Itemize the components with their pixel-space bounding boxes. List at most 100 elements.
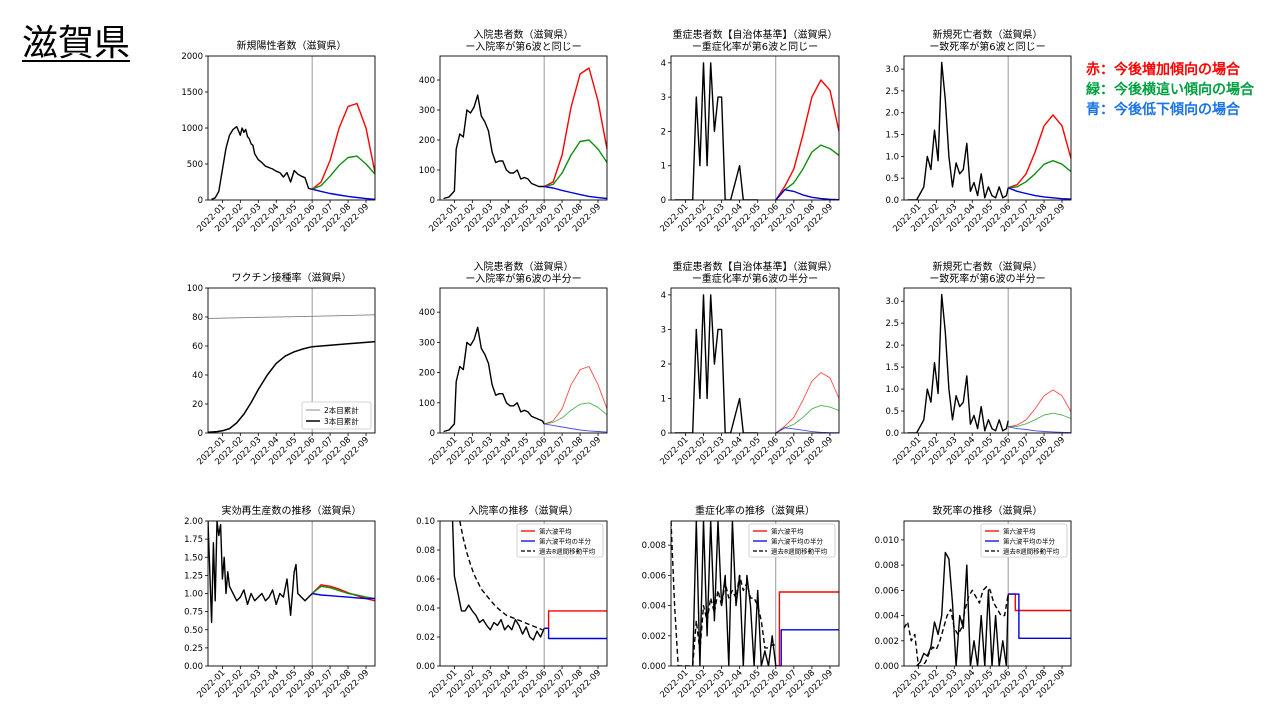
- y-tick-label: 2: [661, 360, 666, 370]
- chart-title: 致死率の推移（滋賀県）: [933, 504, 1043, 517]
- plot-legend-label: 第六波平均の半分: [1003, 537, 1056, 546]
- plot-legend-label: 過去8週間移動平均: [771, 547, 828, 556]
- y-tick-label: 200: [419, 369, 435, 379]
- series-green-line: [775, 404, 839, 433]
- series-blue-line: [312, 592, 375, 600]
- chart-title: 入院患者数（滋賀県）: [474, 28, 574, 41]
- y-tick-label: 3: [661, 93, 666, 103]
- y-tick-label: 2.5: [885, 319, 899, 329]
- y-tick-label: 3: [661, 325, 666, 335]
- scenario-legend: 赤：今後増加傾向の場合 緑：今後横這い傾向の場合 青：今後低下傾向の場合: [1086, 60, 1254, 120]
- y-tick-label: 1500: [181, 88, 203, 98]
- series-blue-line: [544, 185, 607, 200]
- chart-subtitle: ー入院率が第6波と同じー: [465, 40, 581, 53]
- y-tick-label: 0.002: [875, 637, 899, 647]
- chart-panel: 新規死亡者数（滋賀県）ー致死率が第6波と同じー 0.0 0.5 1.0 1.5 2.0 2.…: [885, 28, 1072, 234]
- series-observed-line: [443, 94, 545, 200]
- chart-title: 重症患者数【自治体基準】（滋賀県）: [673, 260, 838, 273]
- series-observed-line: [211, 125, 313, 200]
- y-tick-label: 0.10: [416, 517, 435, 527]
- series-green-line: [544, 402, 607, 425]
- chart-panel: 新規死亡者数（滋賀県）ー致死率が第6波の半分ー 0.0 0.5 1.0 1.5 2.0 2.…: [885, 260, 1072, 467]
- series-group: [907, 293, 1071, 433]
- plot-frame: [207, 287, 376, 434]
- y-tick-label: 100: [187, 284, 203, 294]
- y-tick-label: 0.00: [184, 662, 203, 672]
- series-red-line: [1008, 389, 1071, 428]
- series-blue-line: [312, 188, 375, 200]
- y-tick-label: 0.08: [416, 546, 435, 556]
- plot-legend-label: 3本目累計: [324, 416, 359, 426]
- series-group: [671, 521, 839, 666]
- y-tick-label: 400: [419, 308, 435, 318]
- series-observed-line: [916, 551, 1009, 666]
- y-tick-label: 0: [661, 429, 666, 439]
- chart-title: 入院患者数（滋賀県）: [474, 260, 574, 273]
- y-tick-label: 0: [198, 196, 203, 206]
- series-observed-line: [443, 326, 545, 433]
- y-tick-label: 500: [187, 160, 203, 170]
- series-observed-line: [208, 521, 313, 624]
- chart-panel: 重症患者数【自治体基準】（滋賀県）ー重症化率が第6波の半分ー012342022-…: [658, 260, 840, 467]
- y-tick-label: 1.50: [184, 553, 203, 563]
- y-tick-label: 4: [661, 291, 666, 301]
- series-green-line: [311, 585, 375, 600]
- series-red-line: [1008, 593, 1071, 612]
- series-green-line: [544, 139, 607, 188]
- plot-frame: [670, 287, 840, 434]
- series-red-line: [311, 102, 375, 190]
- chart-title: 新規陽性者数（滋賀県）: [237, 39, 347, 52]
- y-tick-label: 0: [430, 429, 435, 439]
- chart-subtitle: ー致死率が第6波の半分ー: [929, 272, 1045, 285]
- series-green-line: [775, 144, 839, 200]
- series-red-line: [544, 366, 607, 425]
- chart-panel: 新規陽性者数（滋賀県）05001000150020002022-012022-0…: [181, 39, 376, 234]
- series-red-line: [1007, 114, 1071, 189]
- series-observed-line: [674, 62, 758, 200]
- y-tick-label: 200: [419, 136, 435, 146]
- series-red-line: [544, 610, 607, 629]
- y-tick-label: 2.0: [885, 109, 899, 119]
- plot-frame: [903, 55, 1072, 201]
- y-tick-label: 0.02: [416, 633, 435, 643]
- plot-legend-box: [980, 523, 1068, 558]
- y-tick-label: 20: [192, 400, 203, 410]
- y-tick-label: 60: [192, 342, 203, 352]
- legend-item-green: 緑：今後横這い傾向の場合: [1086, 82, 1254, 98]
- series-group: [208, 521, 375, 624]
- series-red-line: [775, 591, 839, 666]
- series-green-line: [311, 155, 375, 190]
- y-tick-label: 0.000: [642, 662, 666, 672]
- plot-legend-label: 過去8週間移動平均: [1003, 547, 1060, 556]
- y-tick-label: 1.5: [885, 131, 899, 141]
- y-tick-label: 300: [419, 338, 435, 348]
- plot-legend-label: 第六波平均の半分: [539, 537, 592, 546]
- plot-frame: [207, 520, 376, 667]
- series-blue-line: [775, 188, 839, 200]
- series-blue-line: [1008, 593, 1071, 639]
- y-tick-label: 0.5: [885, 174, 899, 184]
- plot-legend-label: 第六波平均: [771, 527, 804, 536]
- chart-panel: 入院患者数（滋賀県）ー入院率が第6波と同じー01002003004002022-…: [419, 28, 608, 234]
- series-group: [451, 521, 607, 641]
- series-group: [674, 62, 839, 200]
- y-tick-label: 0: [198, 429, 203, 439]
- series-blue-line: [775, 629, 839, 666]
- y-tick-label: 1: [661, 394, 666, 404]
- series-group: [907, 61, 1071, 200]
- chart-title: 重症化率の推移（滋賀県）: [695, 504, 815, 517]
- chart-panel: ワクチン接種率（滋賀県）0204060801002022-012022-0220…: [187, 271, 376, 467]
- y-tick-label: 100: [419, 399, 435, 409]
- y-tick-label: 1.25: [184, 571, 203, 581]
- series-observed-line: [674, 294, 758, 433]
- series-blue-line: [544, 627, 607, 640]
- y-tick-label: 0.008: [875, 561, 899, 571]
- plot-legend-label: 第六波平均: [539, 527, 572, 536]
- y-tick-label: 3.0: [885, 65, 899, 75]
- chart-title: 入院率の推移（滋賀県）: [469, 504, 579, 517]
- y-tick-label: 0.50: [184, 626, 203, 636]
- y-tick-label: 2.5: [885, 87, 899, 97]
- series-observed-line: [907, 61, 1009, 200]
- y-tick-label: 2: [661, 127, 666, 137]
